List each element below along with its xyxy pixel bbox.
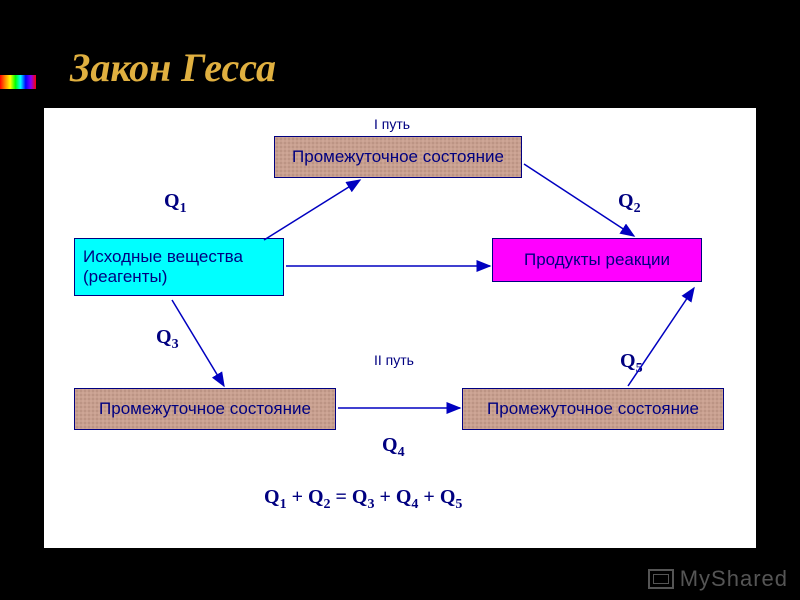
box-intermediate-top: Промежуточное состояние [274,136,522,178]
watermark-icon [648,569,674,589]
watermark-text: MyShared [680,566,788,592]
label-q4: Q4 [382,434,405,461]
box-products-text: Продукты реакции [524,250,670,270]
rainbow-accent [0,75,36,89]
label-q3: Q3 [156,326,179,353]
label-q1: Q1 [164,190,187,217]
path1-label: I путь [374,116,410,132]
box-intermediate-bl-text: Промежуточное состояние [99,399,311,419]
box-intermediate-bottom-right: Промежуточное состояние [462,388,724,430]
label-q5: Q5 [620,350,643,377]
watermark: MyShared [648,566,788,592]
arrow-q3 [172,300,224,386]
box-reagents-text: Исходные вещества (реагенты) [83,247,243,287]
box-intermediate-bottom-left: Промежуточное состояние [74,388,336,430]
slide-title: Закон Гесса [70,44,276,91]
path2-label: II путь [374,352,414,368]
box-products: Продукты реакции [492,238,702,282]
hess-law-diagram: I путь II путь Промежуточное состояние И… [44,108,756,548]
box-reagents: Исходные вещества (реагенты) [74,238,284,296]
hess-equation: Q1 + Q2 = Q3 + Q4 + Q5 [264,486,462,513]
label-q2: Q2 [618,190,641,217]
box-intermediate-top-text: Промежуточное состояние [292,147,504,167]
arrow-q1 [264,180,360,240]
box-intermediate-br-text: Промежуточное состояние [487,399,699,419]
